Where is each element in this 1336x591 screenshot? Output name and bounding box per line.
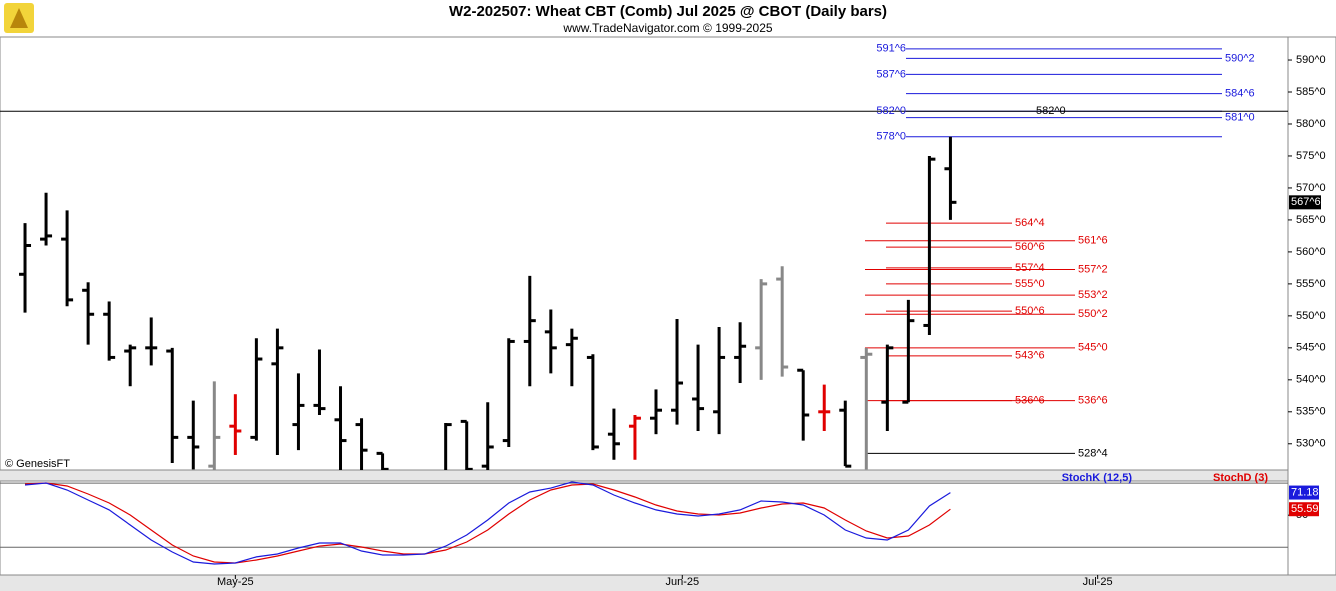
last-value-box (1289, 485, 1319, 500)
y-tick-label: 580^0 (1296, 118, 1326, 130)
y-tick-label: 575^0 (1296, 150, 1326, 162)
x-tick-label: Jul-25 (1083, 576, 1113, 588)
last-price-box (1289, 195, 1321, 210)
y-tick-label: 540^0 (1296, 374, 1326, 386)
last-value-box (1289, 502, 1319, 517)
level-label: 582^0 (876, 105, 906, 117)
level-label: 536^6 (1015, 395, 1045, 407)
level-label: 561^6 (1078, 235, 1108, 247)
level-label: 550^2 (1078, 308, 1108, 320)
x-tick-label: May-25 (217, 576, 254, 588)
logo (4, 3, 34, 33)
chart-subtitle: www.TradeNavigator.com © 1999-2025 (562, 21, 772, 35)
y-tick-label: 550^0 (1296, 310, 1326, 322)
legend-label: StochK (12,5) (1062, 472, 1133, 484)
header (0, 0, 1336, 37)
level-label: 590^2 (1225, 52, 1255, 64)
chart-title: W2-202507: Wheat CBT (Comb) Jul 2025 @ C… (449, 3, 887, 20)
level-label: 550^6 (1015, 305, 1045, 317)
level-label: 591^6 (876, 43, 906, 55)
x-tick-label: Jun-25 (665, 576, 699, 588)
level-label: 584^6 (1225, 88, 1255, 100)
credit: © GenesisFT (5, 458, 70, 470)
legend-label: StochD (3) (1213, 472, 1268, 484)
level-label: 557^2 (1078, 263, 1108, 275)
axis-panel (1287, 36, 1336, 576)
y-tick-label: 530^0 (1296, 438, 1326, 450)
stoch-panel (0, 480, 1289, 576)
y-tick-label: 570^0 (1296, 182, 1326, 194)
y-tick-label: 535^0 (1296, 406, 1326, 418)
y-tick-label: 545^0 (1296, 342, 1326, 354)
level-label: 582^0 (1036, 105, 1066, 117)
last-value-label: 55.59 (1291, 503, 1319, 515)
level-label: 528^4 (1078, 447, 1108, 459)
last-price-label: 567^6 (1291, 196, 1321, 208)
level-label: 545^0 (1078, 342, 1108, 354)
stoch-plot (0, 481, 1288, 565)
y-tick-label: 565^0 (1296, 214, 1326, 226)
price-plot (0, 48, 1288, 470)
level-label: 536^6 (1078, 395, 1108, 407)
level-label: 587^6 (876, 68, 906, 80)
y-tick-label: 560^0 (1296, 246, 1326, 258)
level-label: 543^6 (1015, 350, 1045, 362)
level-label: 557^4 (1015, 262, 1045, 274)
last-value-label: 71.18 (1291, 486, 1319, 498)
y-tick-label: 590^0 (1296, 54, 1326, 66)
stoch-line (24, 482, 951, 564)
y-tick-label: 585^0 (1296, 86, 1326, 98)
level-label: 564^4 (1015, 217, 1045, 229)
level-label: 560^6 (1015, 241, 1045, 253)
level-label: 553^2 (1078, 289, 1108, 301)
stoch-line (24, 481, 951, 565)
level-label: 581^0 (1225, 111, 1255, 123)
level-label: 578^0 (876, 131, 906, 143)
level-label: 555^0 (1015, 278, 1045, 290)
y-tick-label: 555^0 (1296, 278, 1326, 290)
